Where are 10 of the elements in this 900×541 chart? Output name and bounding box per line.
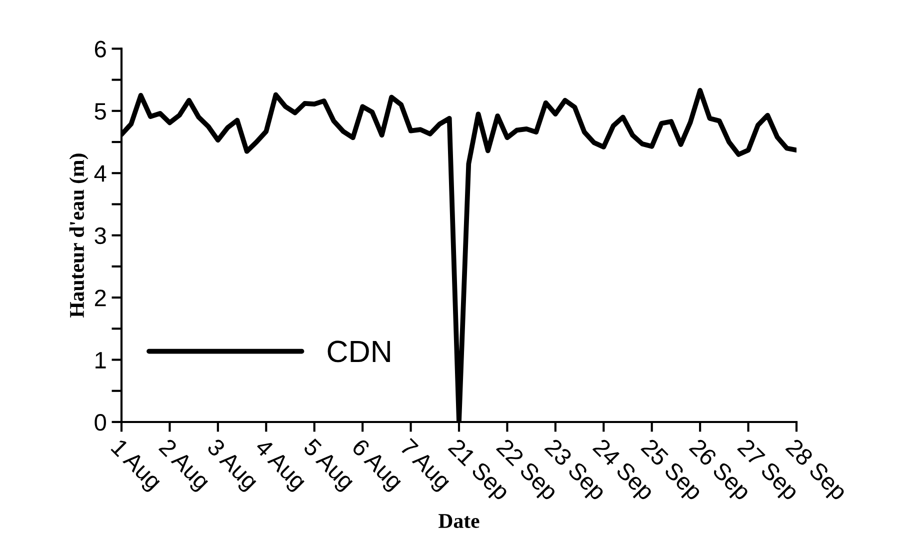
y-tick-label: 4 [94,165,106,182]
y-axis-title: Hauteur d'eau (m) [69,154,88,318]
y-tick-label: 6 [94,40,106,58]
x-axis-title: Date [438,514,480,528]
y-tick-label: 5 [94,103,106,120]
y-tick-label: 2 [94,290,106,306]
y-tick-label: 0 [94,414,106,431]
text: CDN [328,340,390,362]
y-tick-label: 3 [94,227,106,244]
y-tick-label: 1 [96,352,106,368]
